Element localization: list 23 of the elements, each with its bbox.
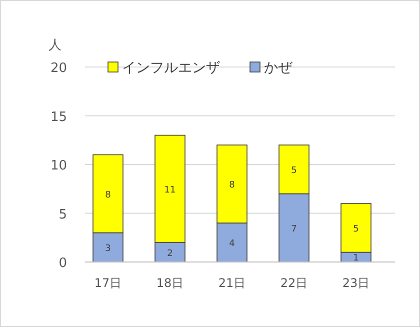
y-tick-label: 15 xyxy=(50,110,67,125)
data-label: 11 xyxy=(164,185,176,196)
y-tick-label: 5 xyxy=(58,207,67,222)
y-axis-title: 人 xyxy=(48,38,62,53)
x-tick-label: 17日 xyxy=(94,276,122,290)
data-label: 2 xyxy=(167,248,173,259)
data-label: 1 xyxy=(353,254,359,264)
data-label: 5 xyxy=(353,224,359,234)
y-tick-label: 0 xyxy=(58,256,67,271)
data-label: 3 xyxy=(105,244,111,254)
x-tick-label: 18日 xyxy=(156,276,184,290)
data-label: 7 xyxy=(291,224,297,234)
y-tick-label: 10 xyxy=(50,158,67,174)
x-tick-label: 23日 xyxy=(342,276,370,290)
data-label: 4 xyxy=(229,239,236,249)
data-label: 8 xyxy=(105,190,112,200)
x-tick-label: 22日 xyxy=(280,276,308,290)
y-tick-label: 20 xyxy=(50,61,67,76)
legend-label: かぜ xyxy=(264,60,293,76)
legend-label: インフルエンザ xyxy=(122,60,220,76)
data-label: 5 xyxy=(291,166,297,176)
data-label: 8 xyxy=(229,180,236,190)
x-tick-label: 21日 xyxy=(218,276,246,290)
